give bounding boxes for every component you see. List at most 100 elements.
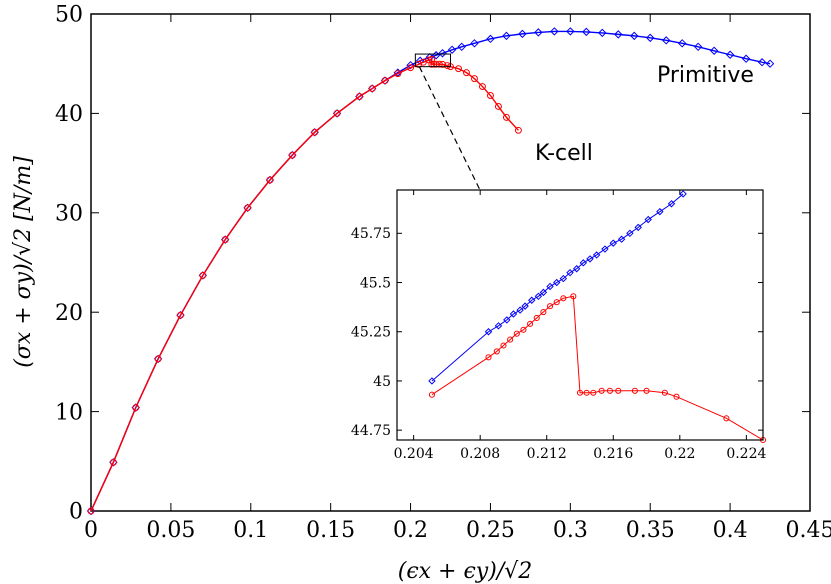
data-point-primitive <box>521 302 529 310</box>
data-point-primitive <box>626 229 634 238</box>
data-point-primitive <box>598 28 607 38</box>
data-point-primitive <box>503 316 511 324</box>
data-point-k-cell <box>661 389 668 396</box>
data-point-primitive <box>582 27 591 37</box>
main-plot-frame <box>90 13 811 512</box>
data-point-primitive <box>447 45 457 54</box>
data-point-primitive <box>494 322 503 330</box>
series-line-k-cell <box>431 295 764 441</box>
data-point-k-cell <box>333 109 341 117</box>
main-series-layer <box>86 27 775 516</box>
x-tick-label: 0.22 <box>664 446 695 462</box>
data-point-primitive <box>559 274 568 283</box>
data-point-primitive <box>693 42 703 52</box>
x-tick-label: 0.25 <box>466 518 515 543</box>
y-tick-label: 45.25 <box>351 325 391 341</box>
data-point-k-cell <box>199 271 207 279</box>
data-point-k-cell <box>381 77 389 85</box>
data-point-primitive <box>457 42 466 52</box>
data-point-k-cell <box>439 60 446 68</box>
annotation-k-cell: K-cell <box>535 141 593 166</box>
data-point-k-cell <box>643 387 650 394</box>
data-point-primitive <box>509 310 518 318</box>
data-point-k-cell <box>500 342 507 349</box>
data-point-primitive <box>609 239 617 247</box>
x-tick-label: 0.05 <box>146 518 195 543</box>
data-point-primitive <box>741 54 751 63</box>
data-point-primitive <box>486 34 495 44</box>
data-point-k-cell <box>606 387 613 394</box>
x-tick-label: 0.15 <box>306 518 355 543</box>
data-point-primitive <box>546 282 554 291</box>
data-point-k-cell <box>513 330 520 337</box>
data-point-primitive <box>502 31 511 41</box>
data-point-primitive <box>428 377 436 385</box>
inset-plot-frame <box>396 189 764 441</box>
data-point-primitive <box>484 328 493 336</box>
y-tick-label: 40 <box>55 102 83 127</box>
data-point-primitive <box>630 31 639 41</box>
data-point-k-cell <box>494 102 502 110</box>
y-tick-label: 0 <box>69 500 83 525</box>
data-point-primitive <box>534 28 543 37</box>
main-axis-tick-labels: 0 0.05 0.1 0.15 0.2 0.25 0.3 0.35 0.4 0.45 0 10 20 30… <box>55 3 831 543</box>
data-point-primitive <box>709 46 719 55</box>
data-point-primitive <box>757 58 767 67</box>
inset-background <box>397 190 763 440</box>
data-point-k-cell <box>631 387 638 394</box>
x-tick-label: 0.2 <box>393 518 428 543</box>
data-point-k-cell <box>478 83 486 91</box>
data-point-primitive <box>644 215 652 224</box>
data-point-primitive <box>572 265 581 273</box>
x-tick-label: 0.45 <box>786 518 831 543</box>
data-point-k-cell <box>355 93 363 100</box>
data-point-k-cell <box>266 176 274 184</box>
x-tick-label: 0.204 <box>394 446 434 462</box>
main-axis-ticks <box>90 13 811 512</box>
data-point-primitive <box>566 27 575 36</box>
data-point-primitive <box>550 27 559 36</box>
data-point-k-cell <box>598 387 605 394</box>
data-point-primitive <box>656 207 664 216</box>
data-point-primitive <box>765 59 775 68</box>
data-point-k-cell <box>407 64 415 72</box>
data-point-k-cell <box>109 458 117 466</box>
y-tick-label: 45.75 <box>351 226 391 242</box>
data-point-k-cell <box>547 303 554 310</box>
data-point-primitive <box>516 306 524 314</box>
data-point-primitive <box>579 259 588 267</box>
x-axis-label: (ϵx + ϵy)/√2 <box>398 559 533 584</box>
data-point-primitive <box>539 288 548 297</box>
data-point-k-cell <box>221 236 229 244</box>
inset-series-layer <box>428 190 767 444</box>
data-point-primitive <box>470 39 479 48</box>
data-point-primitive <box>553 278 561 287</box>
data-point-primitive <box>534 292 543 301</box>
x-tick-label: 0.35 <box>626 518 675 543</box>
data-point-k-cell <box>540 308 547 316</box>
x-tick-label: 0.212 <box>527 446 567 462</box>
data-point-k-cell <box>527 320 534 327</box>
data-point-k-cell <box>673 393 680 400</box>
data-point-primitive <box>586 255 594 263</box>
annotation-primitive: Primitive <box>657 63 754 88</box>
data-point-primitive <box>518 29 527 39</box>
zoom-region-box <box>414 53 451 68</box>
data-point-primitive <box>646 33 655 43</box>
data-point-k-cell <box>590 389 597 396</box>
data-point-k-cell <box>533 314 540 322</box>
data-point-k-cell <box>493 348 500 355</box>
y-tick-label: 30 <box>55 202 83 227</box>
data-point-k-cell <box>87 507 95 515</box>
data-point-primitive <box>677 39 687 48</box>
x-tick-label: 0.208 <box>460 446 500 462</box>
y-tick-label: 45.5 <box>360 275 391 291</box>
x-tick-label: 0.3 <box>553 518 588 543</box>
data-point-k-cell <box>154 355 162 363</box>
data-point-k-cell <box>615 387 622 394</box>
data-point-primitive <box>667 200 676 208</box>
x-tick-label: 0 <box>84 518 98 543</box>
inset-axis-tick-labels: 0.204 0.208 0.212 0.216 0.22 0.224 44.75 45 45.2… <box>351 226 767 462</box>
data-point-primitive <box>601 245 609 253</box>
data-point-k-cell <box>553 299 560 306</box>
